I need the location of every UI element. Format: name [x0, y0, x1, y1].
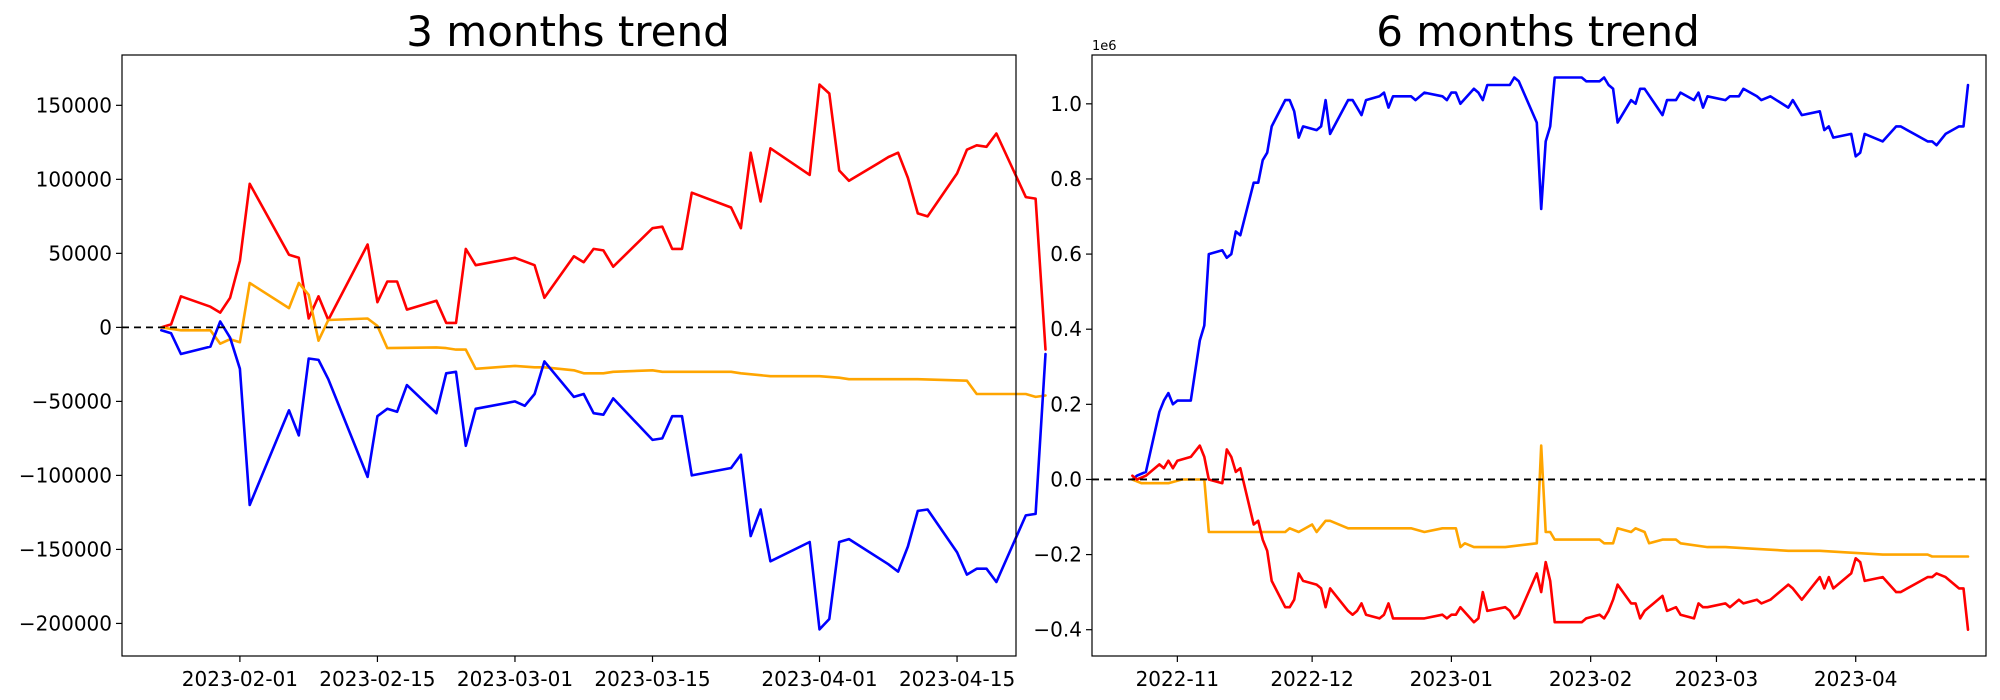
series-layer	[160, 83, 1047, 631]
series-line-1	[160, 281, 1047, 399]
y-tick-label: −0.4	[1033, 618, 1082, 642]
x-tick-label: 2023-02-01	[182, 667, 298, 691]
y-tick-label: −150000	[19, 537, 112, 561]
y-tick-label: 150000	[36, 93, 112, 117]
x-tick-label: 2023-01	[1410, 667, 1494, 691]
series-layer	[1131, 76, 1970, 632]
y-tick-label: 0.2	[1050, 392, 1082, 416]
chart-panel-3-months: 3 months trend 2023-02-01 2023-02-15 2023-…	[19, 7, 1047, 691]
y-tick-label: 0.6	[1050, 242, 1082, 266]
x-tick-label: 2022-12	[1270, 667, 1354, 691]
chart-panel-6-months: 6 months trend 1e6 2022-11 2022-12 2023-01…	[1033, 7, 1987, 691]
series-line-0	[1131, 76, 1970, 481]
y-tick-label: −100000	[19, 463, 112, 487]
series-line-2	[1131, 444, 1970, 632]
series-line-0	[160, 83, 1047, 351]
x-tick-label: 2023-03	[1675, 667, 1759, 691]
y-tick-label: −50000	[32, 389, 112, 413]
y-tick-label: 0.8	[1050, 167, 1082, 191]
y-tick-label: 0.0	[1050, 467, 1082, 491]
y-tick-label: −200000	[19, 611, 112, 635]
y-tick-label: −0.2	[1033, 543, 1082, 567]
y-tick-label: 0.4	[1050, 317, 1082, 341]
x-tick-label: 2023-04	[1814, 667, 1898, 691]
x-tick-label: 2023-04-15	[899, 667, 1015, 691]
x-tick-label: 2022-11	[1136, 667, 1220, 691]
y-tick-label: 50000	[48, 241, 112, 265]
chart-title: 3 months trend	[406, 7, 730, 56]
x-tick-label: 2023-03-15	[594, 667, 710, 691]
x-tick-label: 2023-04-01	[761, 667, 877, 691]
y-tick-label: 0	[99, 315, 112, 339]
chart-title: 6 months trend	[1376, 7, 1700, 56]
tick-layer: 2022-11 2022-12 2023-01 2023-02 2023-03 2023-…	[1033, 92, 1897, 691]
series-line-1	[1131, 444, 1970, 558]
x-tick-label: 2023-03-01	[457, 667, 573, 691]
y-axis-multiplier: 1e6	[1092, 39, 1117, 54]
x-tick-label: 2023-02-15	[319, 667, 435, 691]
plot-frame	[1091, 54, 1987, 657]
x-tick-label: 2023-02	[1549, 667, 1633, 691]
plot-frame	[121, 54, 1017, 657]
series-line-2	[160, 320, 1047, 631]
y-tick-label: 100000	[36, 167, 112, 191]
y-tick-label: 1.0	[1050, 92, 1082, 116]
tick-layer: 2023-02-01 2023-02-15 2023-03-01 2023-03-15…	[19, 93, 1015, 691]
